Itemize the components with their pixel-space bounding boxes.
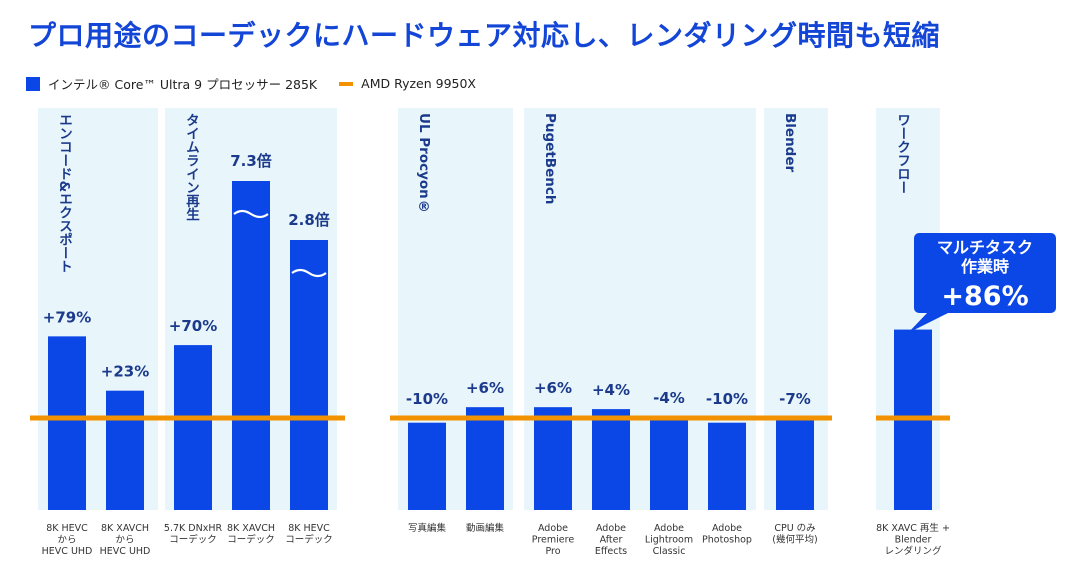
chart-title: プロ用途のコーデックにハードウェア対応し、レンダリング時間も短縮 bbox=[28, 19, 941, 52]
category-label: 8K HEVC bbox=[46, 523, 88, 534]
category-label: 8K HEVC bbox=[288, 523, 330, 534]
category-label: Premiere bbox=[532, 535, 575, 546]
value-label: +79% bbox=[43, 308, 91, 326]
value-label: +6% bbox=[466, 379, 504, 397]
callout-text: マルチタスク bbox=[937, 238, 1033, 257]
bar-1-2 bbox=[290, 240, 328, 510]
category-label: Effects bbox=[595, 546, 627, 557]
value-label: -4% bbox=[653, 389, 685, 407]
group-label: UL Procyon® bbox=[416, 113, 432, 215]
legend-label-intel: インテル® Core™ Ultra 9 プロセッサー 285K bbox=[48, 77, 318, 92]
value-label: 7.3倍 bbox=[230, 152, 272, 170]
category-label: 8K XAVCH bbox=[227, 523, 275, 534]
category-label: コーデック bbox=[285, 534, 333, 546]
bar-0-1 bbox=[106, 390, 144, 510]
callout-box bbox=[914, 233, 1056, 313]
category-label: 5.7K DNxHR bbox=[164, 523, 223, 534]
value-label: +70% bbox=[169, 317, 217, 335]
legend: インテル® Core™ Ultra 9 プロセッサー 285K AMD Ryzen… bbox=[26, 74, 498, 94]
bar-3-3 bbox=[708, 422, 746, 510]
value-label: +23% bbox=[101, 363, 149, 381]
category-label: コーデック bbox=[169, 534, 217, 546]
category-label: Adobe bbox=[538, 523, 568, 534]
value-label: 2.8倍 bbox=[288, 211, 330, 229]
category-label: レンダリング bbox=[884, 545, 942, 557]
bar-3-2 bbox=[650, 416, 688, 510]
value-label: +4% bbox=[592, 381, 630, 399]
bar-1-0 bbox=[174, 345, 212, 510]
category-label: CPU のみ bbox=[774, 523, 815, 534]
axis-break-mark bbox=[291, 268, 327, 278]
group-label: タイムライン再生 bbox=[183, 113, 200, 222]
bar-3-1 bbox=[592, 409, 630, 510]
category-label: Photoshop bbox=[702, 535, 752, 546]
bar-2-0 bbox=[408, 422, 446, 510]
value-label: -10% bbox=[406, 390, 448, 408]
category-label: HEVC UHD bbox=[100, 546, 151, 557]
group-label: ワークフロー bbox=[894, 113, 910, 194]
category-label: After bbox=[600, 535, 623, 546]
bar-1-1 bbox=[232, 181, 270, 510]
category-label: HEVC UHD bbox=[42, 546, 93, 557]
axis-break-mark bbox=[233, 209, 269, 219]
category-label: (幾何平均) bbox=[772, 534, 817, 546]
value-label: -10% bbox=[706, 390, 748, 408]
value-label: +6% bbox=[534, 379, 572, 397]
bar-3-0 bbox=[534, 407, 572, 510]
legend-swatch-amd bbox=[339, 81, 354, 86]
category-label: から bbox=[115, 535, 134, 546]
category-label: Lightroom bbox=[645, 535, 693, 546]
bar-2-1 bbox=[466, 407, 504, 510]
category-label: Adobe bbox=[712, 523, 742, 534]
category-label: コーデック bbox=[227, 534, 275, 546]
group-label: Blender bbox=[782, 113, 798, 173]
category-label: Adobe bbox=[596, 523, 626, 534]
bar-0-0 bbox=[48, 336, 86, 510]
category-label: Classic bbox=[653, 546, 686, 557]
legend-label-amd: AMD Ryzen 9950X bbox=[361, 76, 476, 91]
category-label: 写真編集 bbox=[408, 522, 447, 534]
category-label: Pro bbox=[545, 546, 560, 557]
callout-pointer bbox=[908, 312, 950, 333]
category-label: 8K XAVCH bbox=[101, 523, 149, 534]
callout-text: 作業時 bbox=[961, 257, 1009, 276]
category-label: から bbox=[57, 535, 76, 546]
group-label: エンコード&エクスポート bbox=[56, 113, 73, 273]
group-label: PugetBench bbox=[542, 113, 558, 204]
value-label: -7% bbox=[779, 390, 811, 408]
callout-value: +86% bbox=[941, 281, 1028, 312]
bar-4-0 bbox=[776, 419, 814, 510]
category-label: Blender bbox=[895, 535, 932, 546]
category-label: 動画編集 bbox=[466, 522, 505, 534]
category-label: 8K XAVC 再生 + bbox=[876, 522, 950, 534]
legend-swatch-intel bbox=[26, 76, 40, 91]
category-label: Adobe bbox=[654, 523, 684, 534]
